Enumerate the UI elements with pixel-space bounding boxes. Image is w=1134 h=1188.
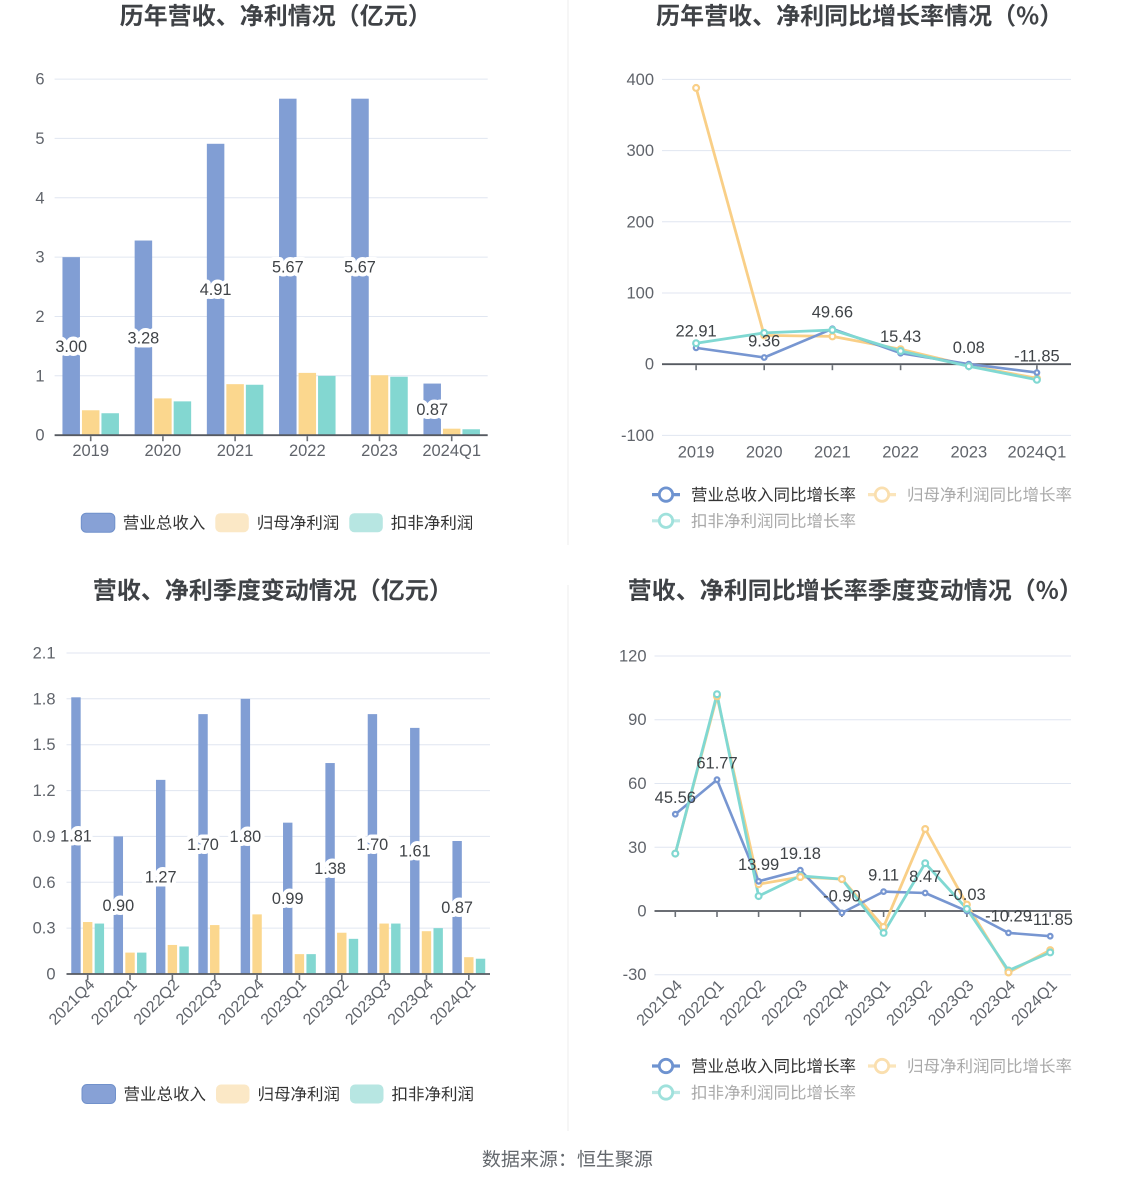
svg-text:1.81: 1.81	[60, 827, 92, 845]
svg-text:2024Q1: 2024Q1	[422, 442, 481, 460]
svg-text:3.00: 3.00	[55, 338, 87, 356]
svg-text:13.99: 13.99	[738, 856, 779, 874]
svg-text:4: 4	[35, 189, 44, 207]
svg-text:45.56: 45.56	[655, 789, 696, 807]
svg-text:2021: 2021	[814, 444, 851, 462]
svg-text:6: 6	[35, 71, 44, 89]
svg-text:1.2: 1.2	[33, 782, 56, 800]
svg-text:2021: 2021	[217, 442, 254, 460]
svg-text:100: 100	[626, 285, 654, 303]
svg-text:0: 0	[645, 356, 654, 374]
svg-text:4.91: 4.91	[200, 281, 232, 299]
svg-text:-30: -30	[623, 966, 647, 984]
svg-text:8.47: 8.47	[909, 868, 941, 886]
svg-text:0.90: 0.90	[102, 897, 134, 915]
svg-text:200: 200	[626, 213, 654, 231]
svg-text:-0.90: -0.90	[823, 888, 861, 906]
svg-text:300: 300	[626, 142, 654, 160]
svg-text:0.6: 0.6	[33, 874, 56, 892]
svg-text:1.8: 1.8	[33, 690, 56, 708]
svg-text:-100: -100	[621, 427, 654, 445]
svg-text:1.70: 1.70	[187, 836, 219, 854]
svg-text:19.18: 19.18	[780, 845, 821, 863]
svg-text:1.61: 1.61	[399, 843, 431, 861]
svg-text:2020: 2020	[746, 444, 783, 462]
svg-text:5.67: 5.67	[344, 259, 376, 277]
svg-text:2.1: 2.1	[33, 645, 56, 663]
svg-text:0.08: 0.08	[953, 339, 985, 357]
svg-text:1.5: 1.5	[33, 736, 56, 754]
svg-text:2024Q1: 2024Q1	[1008, 444, 1067, 462]
svg-text:1.38: 1.38	[314, 860, 346, 878]
svg-text:1: 1	[35, 367, 44, 385]
svg-text:1.80: 1.80	[230, 828, 262, 846]
svg-text:1.27: 1.27	[145, 869, 177, 887]
svg-text:0.9: 0.9	[33, 828, 56, 846]
svg-text:2: 2	[35, 308, 44, 326]
svg-text:9.36: 9.36	[748, 332, 780, 350]
svg-text:-11.85: -11.85	[1027, 911, 1073, 929]
svg-text:22.91: 22.91	[675, 323, 716, 341]
svg-text:0: 0	[637, 903, 646, 921]
svg-text:0.3: 0.3	[33, 920, 56, 938]
svg-text:5: 5	[35, 130, 44, 148]
svg-text:3: 3	[35, 249, 44, 267]
svg-text:120: 120	[619, 648, 647, 666]
svg-text:2022: 2022	[882, 444, 919, 462]
svg-text:15.43: 15.43	[880, 328, 921, 346]
svg-text:0: 0	[35, 427, 44, 445]
svg-text:2019: 2019	[72, 442, 109, 460]
svg-text:2020: 2020	[145, 442, 182, 460]
svg-text:2023: 2023	[950, 444, 987, 462]
svg-text:49.66: 49.66	[812, 304, 853, 322]
svg-text:5.67: 5.67	[272, 259, 304, 277]
svg-text:61.77: 61.77	[696, 755, 737, 773]
svg-text:0: 0	[46, 966, 55, 984]
svg-text:-10.29: -10.29	[985, 908, 1032, 926]
svg-text:400: 400	[626, 71, 654, 89]
svg-text:2019: 2019	[678, 444, 715, 462]
svg-text:1.70: 1.70	[357, 836, 389, 854]
svg-text:0.87: 0.87	[441, 899, 473, 917]
svg-text:30: 30	[628, 839, 646, 857]
svg-text:9.11: 9.11	[868, 866, 899, 884]
svg-text:0.99: 0.99	[272, 890, 304, 908]
svg-text:60: 60	[628, 775, 646, 793]
svg-text:0.87: 0.87	[416, 401, 448, 419]
svg-text:3.28: 3.28	[128, 330, 160, 348]
svg-text:2023: 2023	[361, 442, 398, 460]
svg-text:90: 90	[628, 711, 646, 729]
svg-text:-0.03: -0.03	[948, 886, 986, 904]
svg-text:2022: 2022	[289, 442, 326, 460]
svg-text:-11.85: -11.85	[1014, 347, 1060, 365]
